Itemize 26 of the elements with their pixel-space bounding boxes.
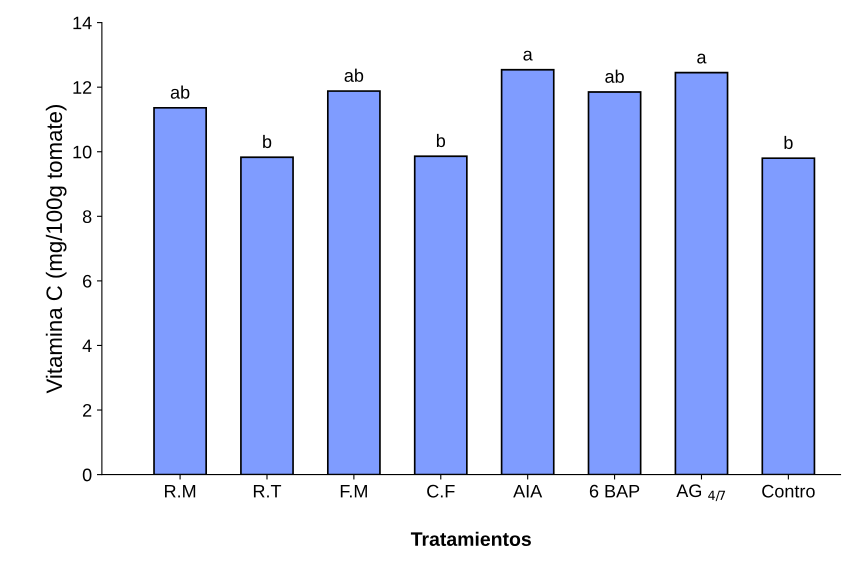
x-tick-label: AG $_{4/7}$: [676, 484, 726, 502]
y-tick-label: 8: [82, 210, 92, 224]
x-axis-title: Tratamientos: [410, 532, 531, 546]
y-tick-label: 2: [83, 404, 92, 417]
annotation: a: [697, 54, 706, 64]
annotation: b: [436, 134, 446, 148]
x-tick-label: F.M: [340, 484, 367, 498]
x-tick-label: R.M: [165, 484, 196, 498]
x-tick-label: C.F: [427, 484, 455, 498]
y-tick-label: 14: [73, 16, 92, 30]
x-tick-label: 6 BAP: [590, 484, 640, 498]
annotation: a: [523, 50, 533, 61]
x-tick-label: AIA: [513, 484, 542, 498]
y-axis-title: Vitamina C (mg/100g tomate): [46, 105, 67, 394]
y-tick-label: 6: [83, 274, 92, 288]
y-tick-label: 0: [82, 468, 92, 482]
annotation: ab: [344, 68, 364, 82]
y-tick-label: 10: [73, 146, 92, 158]
x-tick-label: Contro: [762, 484, 815, 498]
annotation: b: [784, 136, 793, 150]
annotation: ab: [605, 70, 624, 83]
y-tick-label: 12: [73, 81, 92, 94]
annotation: b: [263, 134, 272, 148]
x-tick-label: R.T: [254, 484, 282, 498]
annotation: ab: [170, 85, 190, 99]
y-tick-label: 4: [82, 340, 92, 352]
